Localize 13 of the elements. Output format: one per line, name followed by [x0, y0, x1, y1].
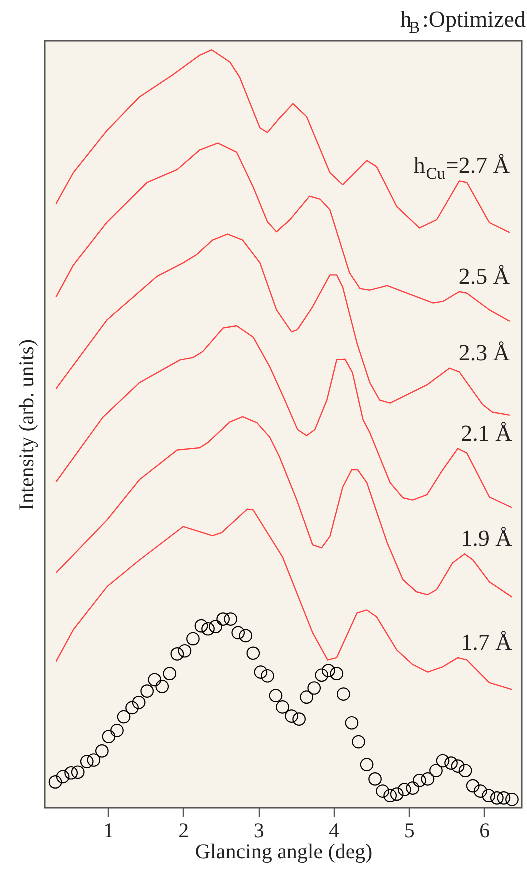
- series-label: 1.7 Å: [461, 630, 513, 655]
- x-tick-label: 2: [178, 818, 190, 842]
- x-tick-label: 3: [254, 818, 264, 842]
- x-tick-label: 6: [480, 818, 490, 842]
- series-label: 2.5 Å: [458, 264, 510, 289]
- series-label: 1.9 Å: [461, 526, 513, 552]
- x-tick-label: 1: [103, 818, 114, 842]
- y-axis-title: Intensity (arb. units): [14, 340, 38, 510]
- x-tick-label: 4: [329, 818, 340, 842]
- x-axis-title: Glancing angle (deg): [195, 840, 373, 864]
- series-label: 2.1 Å: [461, 420, 513, 446]
- x-tick-label: 5: [404, 818, 415, 842]
- series-label: 2.3 Å: [458, 340, 510, 366]
